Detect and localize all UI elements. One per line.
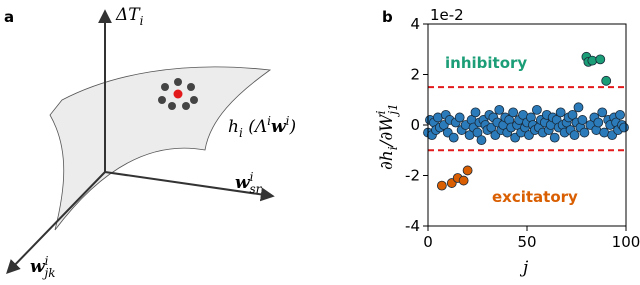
x-tick-label: 100 bbox=[612, 233, 640, 251]
offset-label: 1e-2 bbox=[430, 6, 464, 24]
math-sup: i bbox=[250, 170, 254, 184]
math-sub: i bbox=[386, 146, 400, 150]
point bbox=[579, 127, 590, 138]
math-sup: i bbox=[45, 254, 49, 268]
math-base: ) bbox=[288, 117, 296, 137]
math-sup: i bbox=[374, 110, 388, 114]
math-base: h bbox=[228, 117, 239, 137]
y-tick-label: 4 bbox=[410, 15, 420, 33]
sample-dots bbox=[158, 78, 198, 110]
math-base: ΔT bbox=[115, 5, 141, 25]
math-sub: jk bbox=[41, 266, 55, 280]
point bbox=[587, 55, 598, 66]
math-base: /∂W bbox=[377, 113, 397, 149]
math-label: j bbox=[519, 258, 529, 278]
y-tick-label: -2 bbox=[405, 167, 420, 185]
point bbox=[532, 104, 542, 115]
math-sup: i bbox=[286, 114, 290, 128]
point bbox=[567, 110, 578, 120]
panel-label: b bbox=[382, 8, 393, 26]
point bbox=[476, 135, 487, 146]
point bbox=[619, 122, 629, 133]
panel-label: a bbox=[4, 8, 14, 26]
plot-frame bbox=[427, 23, 627, 227]
point bbox=[472, 127, 483, 138]
point bbox=[448, 132, 459, 143]
point bbox=[508, 107, 519, 118]
point bbox=[577, 115, 588, 125]
math-base: ∂h bbox=[377, 150, 397, 170]
point bbox=[601, 75, 612, 86]
math-sub: j1 bbox=[386, 103, 400, 117]
math-label: ΔTi​ bbox=[115, 5, 144, 28]
x-tick-label: 0 bbox=[423, 233, 433, 251]
y-tick-label: 0 bbox=[410, 116, 420, 134]
x-tick-label: 50 bbox=[517, 233, 536, 251]
point bbox=[595, 54, 606, 65]
center-dot bbox=[173, 89, 183, 99]
point bbox=[470, 107, 481, 118]
math-sub: sr bbox=[249, 182, 262, 196]
point bbox=[462, 165, 473, 176]
panel-a: a bbox=[4, 8, 275, 275]
axis-arrow bbox=[6, 171, 106, 275]
axis-arrow bbox=[104, 171, 275, 202]
point bbox=[573, 102, 584, 113]
annotation: excitatory bbox=[492, 188, 578, 206]
math-base: w bbox=[30, 257, 46, 277]
annotation: inhibitory bbox=[445, 54, 527, 72]
point bbox=[597, 107, 608, 118]
math-sub: i bbox=[239, 126, 243, 140]
math-base: (Λ bbox=[243, 117, 267, 137]
y-tick-label: -4 bbox=[405, 217, 420, 235]
point bbox=[494, 104, 505, 115]
point bbox=[615, 110, 625, 120]
math-base: w bbox=[235, 173, 251, 193]
math-base: j bbox=[519, 258, 529, 278]
math-label: hi​ (Λi​wi​) bbox=[228, 114, 296, 140]
math-base: w bbox=[271, 117, 287, 137]
point bbox=[593, 117, 604, 128]
point bbox=[569, 130, 580, 141]
point bbox=[436, 180, 447, 191]
surface bbox=[49, 66, 272, 231]
math-label: ∂hi​/∂Wij1​ bbox=[374, 103, 400, 170]
math-sub: i bbox=[140, 14, 144, 28]
point bbox=[549, 132, 560, 143]
point bbox=[555, 107, 566, 118]
point bbox=[454, 112, 465, 123]
math-sup: i bbox=[267, 114, 271, 128]
point bbox=[458, 175, 469, 186]
y-tick-label: 2 bbox=[410, 66, 420, 84]
